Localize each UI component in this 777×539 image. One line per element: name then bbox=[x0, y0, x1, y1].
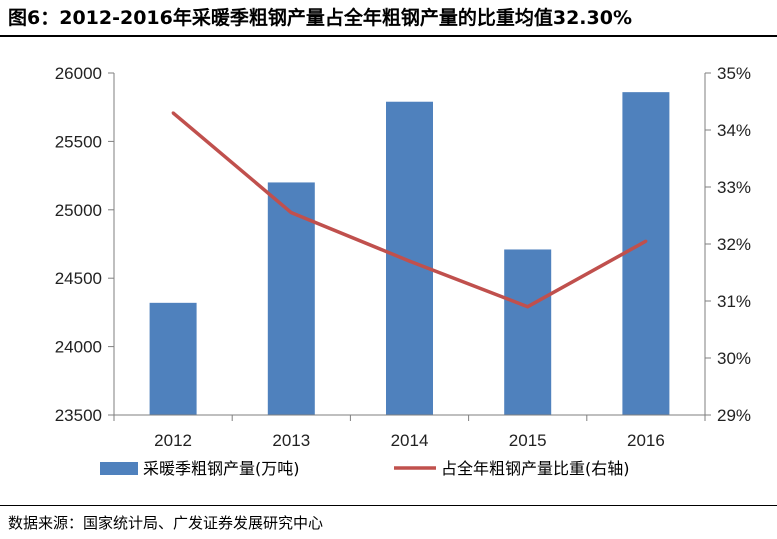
y-right-tick-label: 32% bbox=[717, 235, 751, 254]
y-left-tick-label: 24000 bbox=[55, 338, 102, 357]
chart: 23500 24000 24500 25000 25500 26000 29% 30% 31% 3… bbox=[55, 64, 751, 478]
line-point-2013 bbox=[289, 211, 293, 215]
y-left-tick-label: 23500 bbox=[55, 406, 102, 425]
y-left-tick-label: 25500 bbox=[55, 132, 102, 151]
y-right-tick-label: 34% bbox=[717, 121, 751, 140]
y-right-tick-label: 31% bbox=[717, 292, 751, 311]
bar-2015 bbox=[504, 249, 552, 415]
y-left-tick-label: 25000 bbox=[55, 201, 102, 220]
legend-line-label: 占全年粗钢产量比重(右轴) bbox=[441, 459, 630, 478]
x-tick-label: 2015 bbox=[509, 431, 547, 450]
x-tick-label: 2016 bbox=[627, 431, 665, 450]
bar-2016 bbox=[622, 92, 670, 415]
y-left-tick-label: 26000 bbox=[55, 64, 102, 83]
chart-title: 图6：2012-2016年采暖季粗钢产量占全年粗钢产量的比重均值32.30% bbox=[8, 7, 633, 29]
y-right-tick-label: 35% bbox=[717, 64, 751, 83]
line-point-2015 bbox=[526, 305, 530, 309]
legend-bar-label: 采暖季粗钢产量(万吨) bbox=[143, 459, 300, 478]
title-divider bbox=[0, 35, 777, 37]
line-point-2012 bbox=[171, 111, 175, 115]
legend-bar-swatch bbox=[100, 462, 138, 475]
y-right-tick-label: 33% bbox=[717, 178, 751, 197]
x-tick-label: 2013 bbox=[272, 431, 310, 450]
y-left-tick-label: 24500 bbox=[55, 269, 102, 288]
bar-2012 bbox=[149, 302, 197, 415]
line-point-2016 bbox=[644, 239, 648, 243]
bar-2014 bbox=[386, 101, 433, 415]
y-right-tick-label: 29% bbox=[717, 406, 751, 425]
source-note: 数据来源：国家统计局、广发证券发展研究中心 bbox=[8, 514, 324, 532]
bar-2013 bbox=[267, 182, 315, 415]
line-point-2014 bbox=[408, 259, 411, 263]
x-tick-label: 2012 bbox=[154, 431, 192, 450]
source-divider bbox=[0, 505, 777, 506]
y-right-tick-label: 30% bbox=[717, 349, 751, 368]
x-tick-label: 2014 bbox=[391, 431, 429, 450]
